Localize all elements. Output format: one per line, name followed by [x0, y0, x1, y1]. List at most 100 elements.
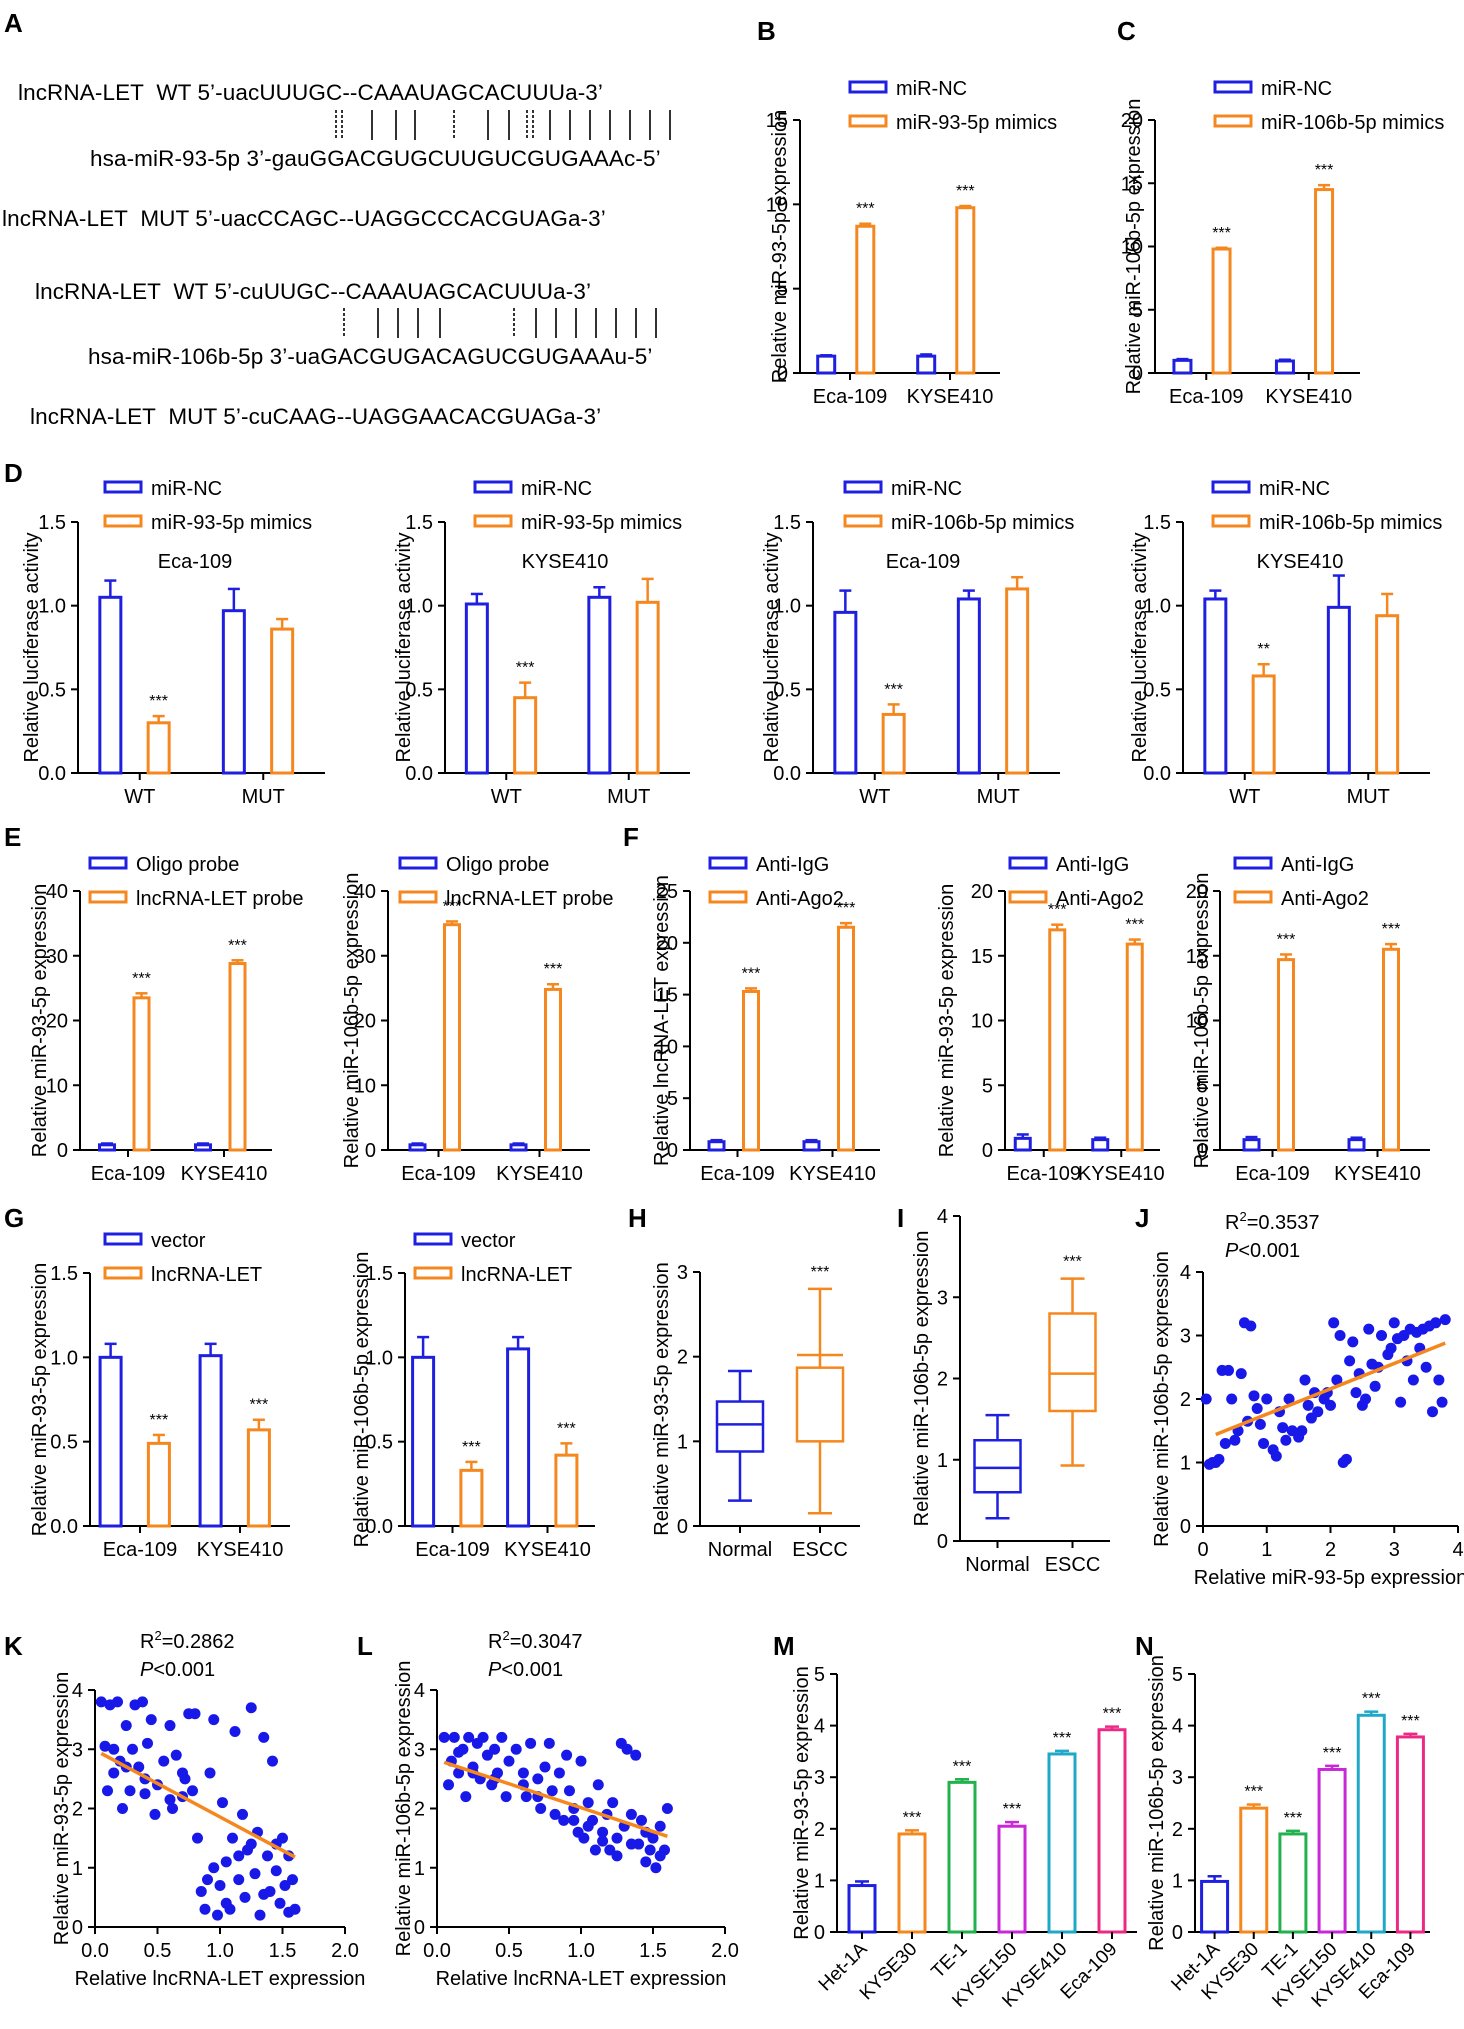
- scatter-point: [1436, 1396, 1448, 1408]
- scatter-point: [460, 1791, 472, 1803]
- scatter-point: [582, 1797, 594, 1809]
- y-tick-label: 0.5: [365, 1432, 393, 1454]
- x-tick-label: KYSE410: [181, 1163, 268, 1185]
- y-tick-label: 3: [1180, 1326, 1191, 1348]
- bar: [1382, 947, 1400, 1152]
- p-value-label: P<0.001: [140, 1659, 215, 1681]
- scatter-point: [120, 1720, 132, 1732]
- scatter-point: [249, 1868, 261, 1880]
- panel-label: B: [757, 16, 776, 46]
- scatter-point: [112, 1696, 123, 1708]
- scatter-point: [1388, 1317, 1400, 1329]
- y-tick-label: 3: [72, 1739, 83, 1761]
- x-tick-label: MUT: [1347, 786, 1390, 808]
- legend-label: Anti-Ago2: [1056, 888, 1144, 910]
- x-tick-label: MUT: [977, 786, 1020, 808]
- x-tick-label: Eca-109: [1235, 1163, 1310, 1185]
- scatter-point: [227, 1832, 238, 1844]
- x-tick-label: ESCC: [1045, 1554, 1101, 1576]
- y-tick-label: 20: [46, 1011, 68, 1033]
- x-tick-label: Eca-109: [401, 1163, 476, 1185]
- scatter-point: [1299, 1374, 1311, 1386]
- scatter-point: [625, 1838, 637, 1850]
- bar: [544, 987, 562, 1152]
- significance-mark: ***: [1048, 902, 1067, 919]
- y-tick-label: 3: [677, 1262, 688, 1284]
- significance-mark: ***: [1212, 225, 1231, 242]
- legend-label: Anti-Ago2: [756, 888, 844, 910]
- x-tick-label: KYSE410: [907, 386, 994, 408]
- y-tick-label: 1.5: [773, 512, 801, 534]
- scatter-point: [217, 1797, 228, 1809]
- y-tick-label: 0: [414, 1917, 425, 1939]
- significance-mark: ***: [1053, 1730, 1072, 1747]
- x-tick-label: Eca-109: [700, 1163, 775, 1185]
- significance-mark: ***: [903, 1809, 922, 1826]
- bar: [554, 1453, 579, 1528]
- scatter-point: [448, 1731, 460, 1743]
- bar: [132, 996, 151, 1152]
- scatter-point: [1296, 1425, 1308, 1437]
- scatter-point: [220, 1897, 232, 1909]
- bar: [411, 1355, 436, 1528]
- panel-label: D: [4, 458, 23, 488]
- y-tick-label: 5: [667, 1088, 678, 1110]
- bar: [98, 1355, 123, 1528]
- sequence-line: hsa-miR-106b-5p 3’-uaGACGUGACAGUCGUGAAAu…: [88, 344, 653, 369]
- y-tick-label: 5: [1132, 300, 1143, 322]
- x-tick-label: Eca-109: [415, 1539, 490, 1561]
- p-value-label: P<0.001: [1225, 1240, 1300, 1262]
- y-tick-label: 20: [354, 1011, 376, 1033]
- legend-swatch: [1233, 890, 1273, 904]
- scatter-point: [546, 1785, 558, 1797]
- legend-swatch: [843, 514, 883, 528]
- bar: [1203, 597, 1228, 775]
- legend-swatch: [413, 1266, 453, 1280]
- y-tick-label: 1.0: [1143, 596, 1171, 618]
- scatter-point: [532, 1773, 544, 1785]
- scatter-point: [139, 1788, 151, 1800]
- scatter-point: [1430, 1317, 1442, 1329]
- x-tick-label: 2.0: [331, 1940, 359, 1962]
- r-squared-label: R2=0.3537: [1225, 1209, 1320, 1234]
- scatter-point: [208, 1862, 220, 1874]
- bar: [997, 1824, 1027, 1934]
- bar: [1278, 1832, 1308, 1934]
- scatter-point: [95, 1696, 107, 1708]
- y-axis-title: Relative miR-93-5p expression: [29, 1263, 51, 1536]
- panel-label: K: [4, 1631, 23, 1661]
- bar: [947, 1780, 977, 1934]
- x-tick-label: 1.0: [567, 1940, 595, 1962]
- significance-mark: ***: [1277, 931, 1296, 948]
- legend-swatch: [848, 114, 888, 128]
- y-axis-title: Relative luciferase activity: [1129, 532, 1151, 762]
- bar: [1242, 1138, 1261, 1152]
- legend-swatch: [398, 890, 438, 904]
- y-tick-label: 10: [46, 1075, 68, 1097]
- scatter-point: [137, 1696, 148, 1708]
- y-tick-label: 0: [365, 1140, 376, 1162]
- bar: [464, 602, 489, 775]
- scatter-point: [1254, 1418, 1266, 1430]
- scatter-point: [220, 1856, 232, 1868]
- y-axis-title: Relative miR-106b-5p expression: [393, 1661, 415, 1957]
- y-axis-title: Relative luciferase activity: [761, 532, 783, 762]
- scatter-point: [611, 1850, 623, 1862]
- significance-mark: ***: [837, 900, 856, 917]
- bar: [198, 1354, 223, 1528]
- p-value-label: P<0.001: [488, 1659, 563, 1681]
- chart-j: J 0 1 2 3 4 Relative miR-106b-5p expression 0 1 2…: [1135, 1203, 1464, 1589]
- scatter-point: [589, 1844, 601, 1856]
- y-tick-label: 1: [1172, 1870, 1183, 1892]
- regression-line: [1215, 1341, 1446, 1437]
- legend-swatch: [1008, 856, 1048, 870]
- bar: [816, 354, 837, 375]
- bar: [1317, 1767, 1347, 1934]
- bar: [1274, 359, 1295, 375]
- bar: [1091, 1138, 1110, 1152]
- scatter-point: [258, 1888, 270, 1900]
